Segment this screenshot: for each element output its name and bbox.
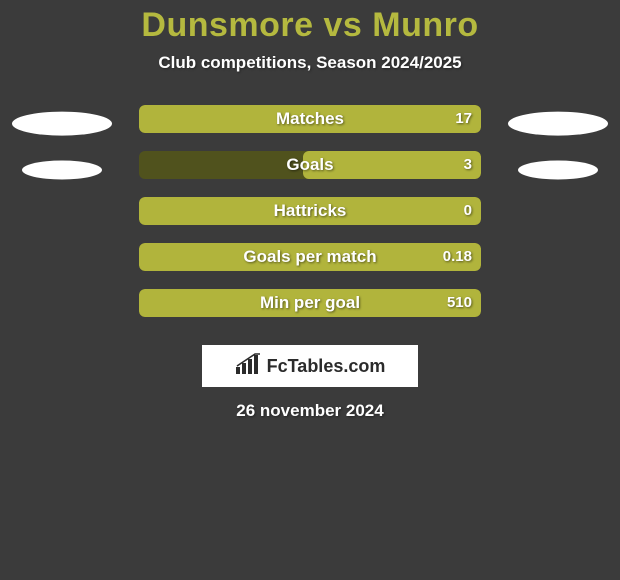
page-title: Dunsmore vs Munro bbox=[0, 0, 620, 45]
right-ellipse bbox=[508, 112, 608, 136]
bar-fill bbox=[139, 243, 481, 271]
subtitle: Club competitions, Season 2024/2025 bbox=[0, 53, 620, 73]
bar-track bbox=[139, 105, 481, 133]
stat-row: Hattricks0 bbox=[0, 195, 620, 241]
bar-fill bbox=[139, 197, 481, 225]
bar-fill bbox=[139, 289, 481, 317]
chart-icon bbox=[235, 353, 261, 380]
stat-rows: Matches17Goals3Hattricks0Goals per match… bbox=[0, 103, 620, 333]
date-text: 26 november 2024 bbox=[0, 401, 620, 421]
bar-track bbox=[139, 151, 481, 179]
bar-fill bbox=[303, 151, 481, 179]
left-ellipse bbox=[12, 112, 112, 136]
right-ellipse bbox=[518, 160, 598, 179]
bar-track bbox=[139, 289, 481, 317]
brand-text: FcTables.com bbox=[267, 356, 386, 377]
stat-row: Goals per match0.18 bbox=[0, 241, 620, 287]
left-ellipse bbox=[22, 160, 102, 179]
bar-track bbox=[139, 243, 481, 271]
stat-row: Matches17 bbox=[0, 103, 620, 149]
stat-row: Min per goal510 bbox=[0, 287, 620, 333]
bar-track bbox=[139, 197, 481, 225]
brand-badge: FcTables.com bbox=[202, 345, 418, 387]
bar-fill bbox=[139, 105, 481, 133]
stat-row: Goals3 bbox=[0, 149, 620, 195]
comparison-infographic: Dunsmore vs Munro Club competitions, Sea… bbox=[0, 0, 620, 580]
